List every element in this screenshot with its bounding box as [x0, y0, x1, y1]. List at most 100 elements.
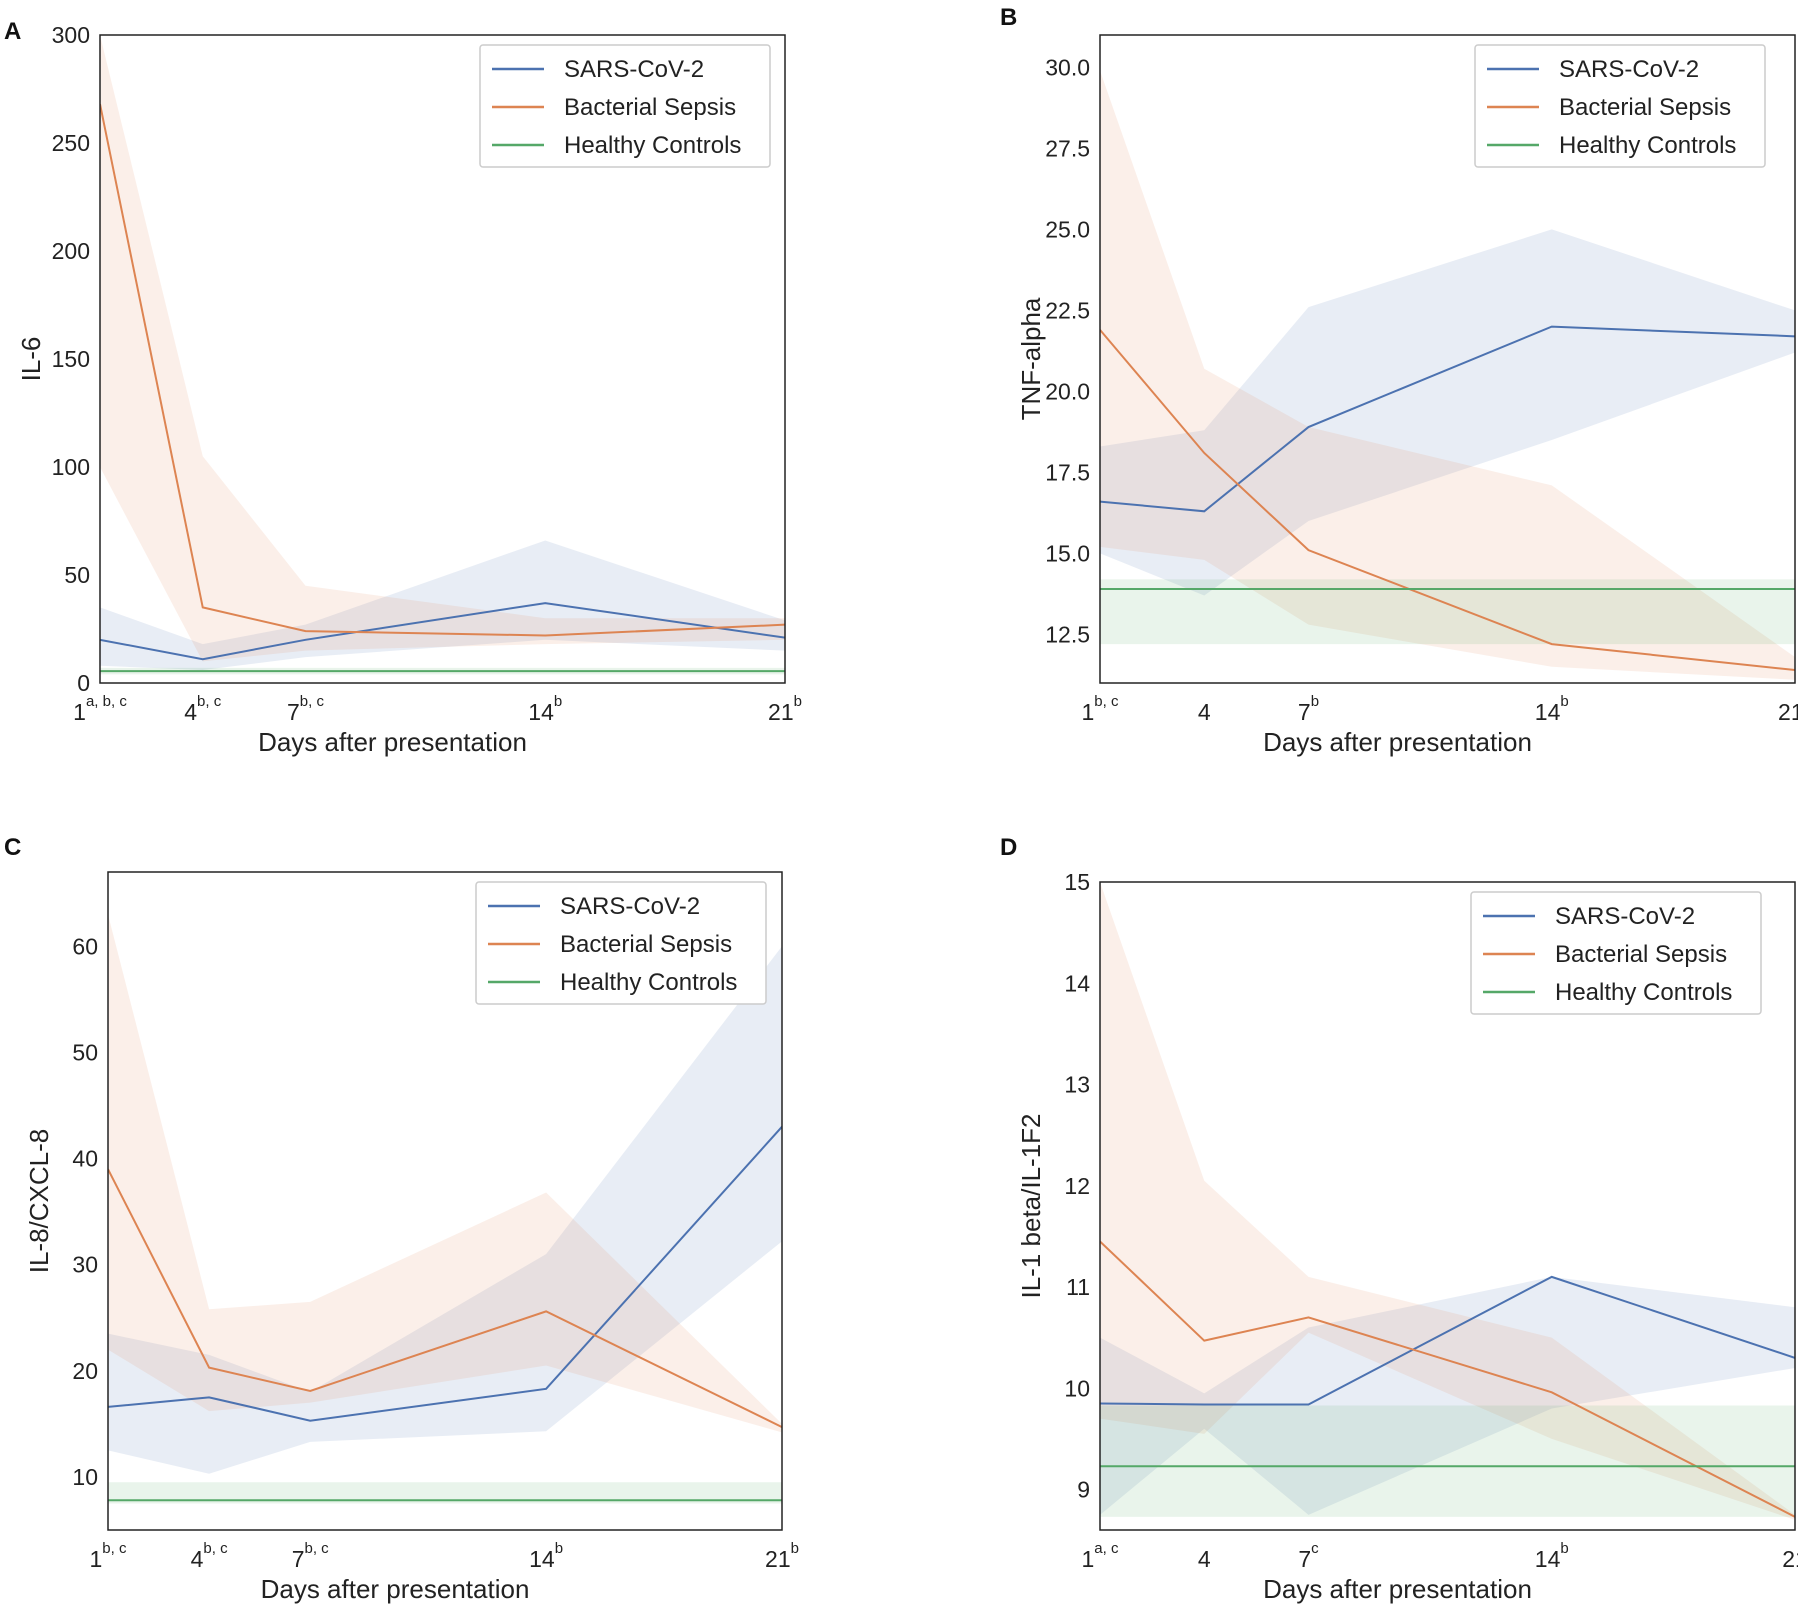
y-tick-label: 14	[1064, 970, 1090, 996]
y-tick-label: 15	[1064, 869, 1090, 895]
series-line-bacterial-sepsis-a	[100, 103, 785, 637]
y-tick-label: 20	[72, 1358, 98, 1384]
panel-letter-c: C	[4, 834, 22, 861]
x-tick-superscript: b	[791, 1540, 799, 1557]
y-tick-label: 22.5	[1045, 297, 1090, 323]
x-tick-label: 21b	[1778, 693, 1798, 725]
x-tick-label: 21	[1782, 1546, 1798, 1572]
chart-panel-a: 0 50 100 150 200 250 300 1a, b, c 4b, c 7b, c 14b 2…	[16, 22, 802, 757]
plot-frame-d	[1099, 881, 1796, 1531]
x-tick-label: 14b	[1535, 1540, 1569, 1572]
ci-band-sars-cov-2-b	[1100, 229, 1795, 596]
x-tick-label: 7b, c	[287, 693, 324, 725]
plot-frame-c	[107, 871, 783, 1531]
x-tick-superscript: b, c	[197, 693, 222, 710]
plot-area-c	[108, 914, 782, 1504]
y-tick-label: 150	[52, 346, 90, 372]
x-tick-superscript: c	[1311, 1540, 1319, 1557]
x-tick-superscript: b	[1311, 693, 1319, 710]
ci-band-sars-cov-2-c	[108, 946, 782, 1474]
y-tick-label: 0	[77, 670, 90, 696]
x-tick-superscript: b, c	[1094, 693, 1119, 710]
x-tick-superscript: b	[794, 693, 802, 710]
y-tick-label: 25.0	[1045, 216, 1090, 242]
x-tick-label: 1b, c	[90, 1540, 127, 1572]
y-tick-label: 17.5	[1045, 459, 1090, 485]
y-tick-label: 11	[1066, 1274, 1090, 1300]
legend-entry: SARS-CoV-2	[560, 893, 700, 920]
legend-box	[1474, 44, 1766, 168]
series-line-sars-cov-2-d	[1100, 1275, 1795, 1406]
y-axis-label: IL-6	[16, 337, 46, 382]
x-tick-superscript: b	[555, 1540, 563, 1557]
y-axis-label: IL-8/CXCL-8	[24, 1129, 54, 1274]
y-tick-label: 20.0	[1045, 378, 1090, 404]
series-line-sars-cov-2-c	[108, 1126, 782, 1422]
x-tick-label: 7b	[1298, 693, 1319, 725]
y-tick-label: 13	[1064, 1072, 1090, 1098]
x-tick-superscript: a, b, c	[86, 693, 127, 710]
panel-letter-b: B	[1000, 4, 1018, 31]
x-tick-label: 1a, b, c	[73, 693, 127, 725]
series-line-bacterial-sepsis-d	[1100, 1240, 1795, 1518]
legend-a: SARS-CoV-2 Bacterial Sepsis Healthy Contro…	[479, 44, 771, 168]
plot-area-b	[1100, 70, 1795, 680]
x-axis-label: Days after presentation	[1263, 1574, 1532, 1604]
ci-band-bacterial-sepsis-c	[108, 914, 782, 1433]
ci-band-sars-cov-2-d	[1100, 1276, 1795, 1515]
ci-band-sars-cov-2-a	[100, 540, 785, 671]
plot-area-a	[100, 35, 785, 675]
x-tick-label: 4b, c	[191, 1540, 228, 1572]
legend-box	[1470, 891, 1762, 1015]
legend-entry: Bacterial Sepsis	[1559, 94, 1731, 121]
panel-letter-a: A	[4, 18, 22, 45]
legend-c: SARS-CoV-2 Bacterial Sepsis Healthy Contro…	[475, 881, 767, 1005]
x-tick-label: 7b, c	[292, 1540, 329, 1572]
legend-entry: SARS-CoV-2	[1559, 56, 1699, 83]
x-tick-label: 1b, c	[1082, 693, 1119, 725]
panel-letter-d: D	[1000, 834, 1018, 861]
y-tick-label: 30.0	[1045, 54, 1090, 80]
chart-panel-c: 10 20 30 40 50 60 1b, c 4b, c 7b, c 14b 21b Days af…	[24, 871, 799, 1604]
x-axis-label: Days after presentation	[258, 727, 527, 757]
x-tick-label: 4	[1198, 699, 1211, 725]
chart-panel-d: 9 10 11 12 13 14 15 1a, c 4 7c 14b 21 Days after pre…	[1016, 869, 1798, 1604]
x-axis-label: Days after presentation	[1263, 727, 1532, 757]
x-tick-label: 21b	[765, 1540, 799, 1572]
legend-d: SARS-CoV-2 Bacterial Sepsis Healthy Contro…	[1470, 891, 1762, 1015]
y-tick-label: 250	[52, 130, 90, 156]
series-line-bacterial-sepsis-b	[1100, 329, 1795, 672]
y-tick-label: 40	[72, 1146, 98, 1172]
x-tick-label: 14b	[1535, 693, 1569, 725]
legend-entry: Bacterial Sepsis	[564, 94, 736, 121]
y-tick-label: 100	[52, 454, 90, 480]
x-tick-superscript: b	[1560, 1540, 1568, 1557]
ci-band-bacterial-sepsis-b	[1100, 70, 1795, 680]
y-tick-label: 200	[52, 238, 90, 264]
x-tick-superscript: b, c	[203, 1540, 228, 1557]
y-tick-label: 30	[72, 1252, 98, 1278]
x-tick-superscript: a, c	[1094, 1540, 1119, 1557]
ci-band-bacterial-sepsis-d	[1100, 882, 1795, 1520]
legend-entry: Healthy Controls	[564, 132, 741, 159]
ci-band-healthy-controls-c	[108, 1482, 782, 1504]
x-tick-label: 4	[1198, 1546, 1211, 1572]
y-tick-label: 10	[72, 1464, 98, 1490]
series-line-bacterial-sepsis-c	[108, 1168, 782, 1428]
y-tick-label: 15.0	[1045, 540, 1090, 566]
x-tick-label: 21b	[768, 693, 802, 725]
x-tick-superscript: b, c	[300, 693, 325, 710]
y-axis-label: TNF-alpha	[1016, 297, 1046, 420]
legend-entry: Healthy Controls	[560, 969, 737, 996]
y-tick-label: 300	[52, 22, 90, 48]
x-tick-superscript: b	[554, 693, 562, 710]
y-tick-label: 50	[64, 562, 90, 588]
plot-area-d	[1100, 882, 1795, 1520]
y-tick-label: 12	[1064, 1173, 1090, 1199]
legend-entry: Healthy Controls	[1555, 979, 1732, 1006]
y-tick-label: 50	[72, 1039, 98, 1065]
y-tick-label: 9	[1077, 1477, 1090, 1503]
legend-entry: SARS-CoV-2	[564, 56, 704, 83]
x-tick-superscript: b, c	[102, 1540, 127, 1557]
